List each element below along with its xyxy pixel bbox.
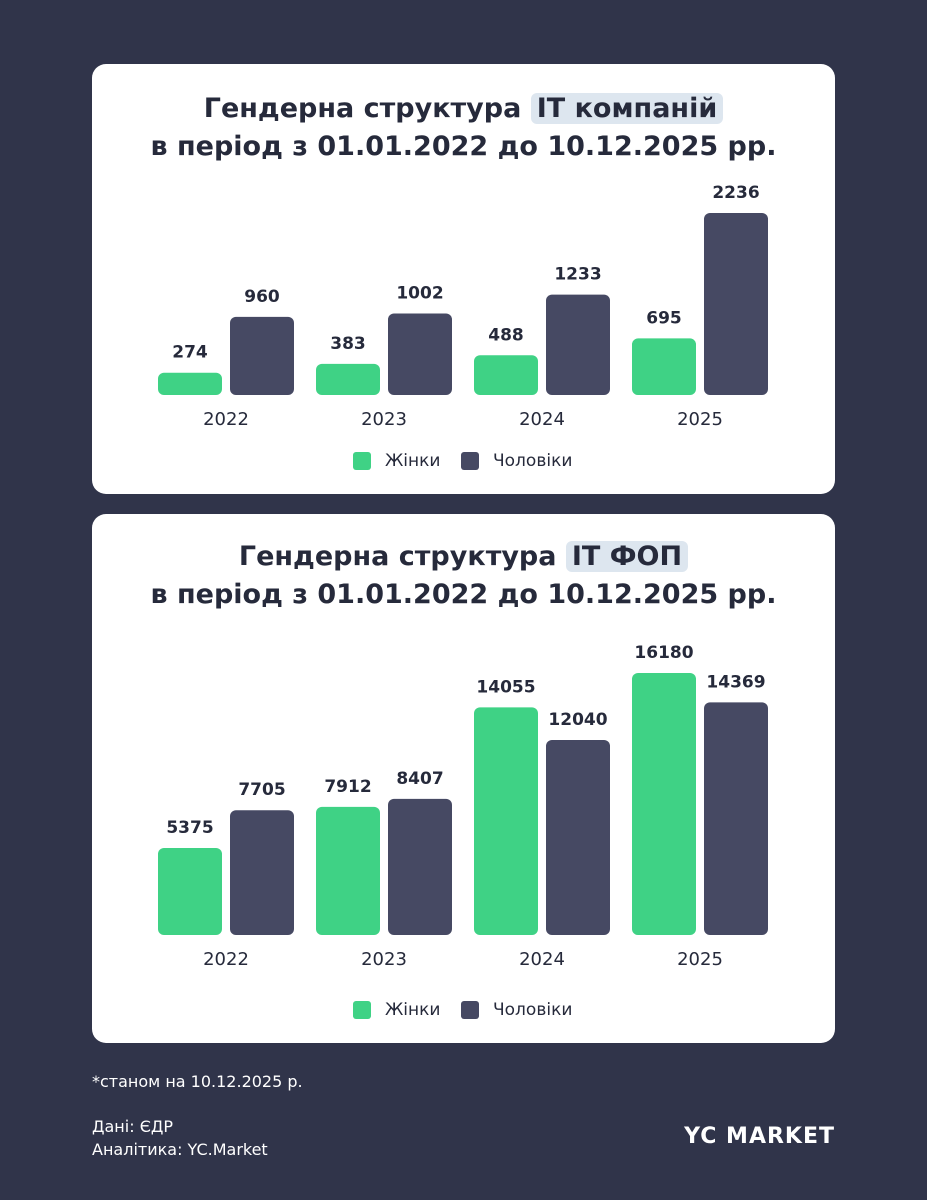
x-tick-label: 2023 [361, 949, 407, 970]
bar [546, 294, 610, 395]
value-label: 695 [646, 308, 682, 328]
bar [474, 707, 538, 935]
value-label: 14369 [706, 672, 765, 692]
chart-card: Гендерна структура IT компаній в період з… [92, 64, 835, 494]
title-highlight: IT ФОП [565, 541, 689, 572]
value-label: 8407 [396, 769, 443, 789]
chart: 2022 274 960 2023 383 1002 2024 488 1233 2025 695 2… [158, 183, 768, 471]
value-label: 12040 [548, 710, 607, 730]
value-label: 7912 [324, 777, 371, 797]
bar [230, 316, 294, 395]
bar [388, 798, 452, 935]
title-text: Гендерна структура [238, 541, 557, 572]
bar [704, 702, 768, 935]
bar [158, 847, 222, 935]
x-tick-label: 2024 [519, 949, 565, 970]
legend-label: Жінки [385, 1000, 440, 1020]
chart-title: Гендерна структура IT компаній в період з… [92, 90, 835, 166]
bar [158, 372, 222, 395]
chart: 2022 5375 7705 2023 7912 8407 2024 14055 12040 20… [158, 643, 768, 1020]
x-tick-label: 2023 [361, 409, 407, 430]
value-label: 7705 [238, 780, 285, 800]
title-text: Гендерна структура [203, 93, 522, 124]
x-tick-label: 2024 [519, 409, 565, 430]
value-label: 14055 [476, 677, 535, 697]
x-tick-label: 2025 [677, 409, 723, 430]
subtitle: в період з 01.01.2022 до 10.12.2025 рр. [150, 579, 777, 610]
value-label: 5375 [166, 818, 213, 838]
legend-swatch [353, 1001, 371, 1019]
value-label: 16180 [634, 643, 693, 663]
bar [316, 806, 380, 935]
bar [388, 313, 452, 395]
legend-label: Чоловіки [493, 1000, 572, 1020]
logo: YC MARKET [684, 1124, 835, 1149]
bar [230, 810, 294, 935]
legend-swatch [353, 452, 371, 470]
value-label: 2236 [712, 183, 759, 203]
value-label: 488 [488, 325, 524, 345]
title-highlight: IT компаній [530, 93, 724, 124]
value-label: 383 [330, 334, 366, 354]
value-label: 1233 [554, 265, 601, 285]
footnote: *станом на 10.12.2025 р. [92, 1072, 303, 1091]
legend-label: Чоловіки [493, 451, 572, 471]
bar [474, 355, 538, 395]
bar [632, 673, 696, 935]
x-tick-label: 2022 [203, 409, 249, 430]
x-tick-label: 2022 [203, 949, 249, 970]
legend-swatch [461, 1001, 479, 1019]
subtitle: в період з 01.01.2022 до 10.12.2025 рр. [150, 131, 777, 162]
value-label: 960 [244, 287, 280, 307]
bar [316, 363, 380, 395]
analytics: Аналітика: YC.Market [92, 1140, 268, 1159]
legend-swatch [461, 452, 479, 470]
chart-title: Гендерна структура IT ФОП в період з 01.0… [92, 538, 835, 614]
source: Дані: ЄДР [92, 1117, 174, 1136]
value-label: 1002 [396, 283, 443, 303]
legend-label: Жінки [385, 451, 440, 471]
value-label: 274 [172, 343, 208, 363]
bar [632, 338, 696, 395]
bar [546, 740, 610, 935]
chart-card: Гендерна структура IT ФОП в період з 01.0… [92, 514, 835, 1043]
x-tick-label: 2025 [677, 949, 723, 970]
bar [704, 213, 768, 395]
